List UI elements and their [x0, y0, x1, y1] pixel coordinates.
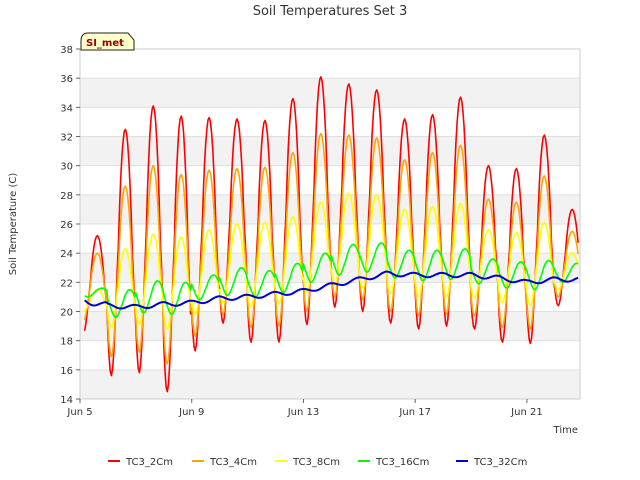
x-tick-label: Jun 17 — [398, 407, 431, 418]
x-tick-label: Jun 13 — [287, 407, 320, 418]
series-line-tc3-8cm — [84, 192, 579, 330]
x-tick-label: Jun 9 — [178, 407, 204, 418]
y-tick-label: 16 — [60, 366, 73, 377]
legend: TC3_2Cm TC3_4Cm TC3_8Cm TC3_16Cm TC3_32Cm — [108, 457, 527, 468]
x-tick-label: Jun 5 — [66, 407, 92, 418]
y-tick-label: 30 — [60, 162, 73, 173]
grid-band — [80, 49, 580, 79]
series-line-tc3-16cm — [84, 242, 579, 319]
y-tick-label: 26 — [60, 220, 73, 231]
grid-band — [80, 369, 580, 399]
grid-band — [80, 107, 580, 137]
legend-label: TC3_16Cm — [375, 457, 429, 468]
x-tick-label: Jun 21 — [510, 407, 543, 418]
chart-title: Soil Temperatures Set 3 — [253, 4, 408, 19]
grid-band — [80, 136, 580, 166]
grid-band — [80, 340, 580, 370]
y-tick-label: 24 — [60, 249, 73, 260]
site-badge-label: SI_met — [86, 38, 124, 49]
grid-band — [80, 194, 580, 224]
y-tick-label: 18 — [60, 337, 73, 348]
y-tick-label: 34 — [60, 103, 73, 114]
y-tick-label: 20 — [60, 308, 73, 319]
plot-bands — [80, 48, 580, 400]
site-badge: SI_met — [80, 32, 135, 51]
x-axis: Jun 5 Jun 9 Jun 13 Jun 17 Jun 21 — [66, 399, 543, 418]
x-axis-label: Time — [553, 425, 578, 436]
y-tick-label: 22 — [60, 278, 73, 289]
y-axis: 14 16 18 20 22 24 26 28 30 32 34 36 38 — [60, 45, 80, 406]
legend-label: TC3_4Cm — [209, 457, 257, 468]
grid-band — [80, 165, 580, 195]
legend-label: TC3_2Cm — [125, 457, 173, 468]
y-axis-label: Soil Temperature (C) — [8, 173, 19, 276]
y-tick-label: 14 — [60, 395, 73, 406]
series-line-tc3-32cm — [84, 270, 579, 310]
site-badge-box — [80, 32, 135, 51]
y-tick-label: 28 — [60, 191, 73, 202]
legend-label: TC3_32Cm — [473, 457, 527, 468]
series-lines — [83, 76, 579, 393]
grid-band — [80, 78, 580, 108]
y-tick-label: 38 — [60, 45, 73, 56]
y-tick-label: 32 — [60, 133, 73, 144]
legend-label: TC3_8Cm — [292, 457, 340, 468]
y-tick-label: 36 — [60, 74, 73, 85]
